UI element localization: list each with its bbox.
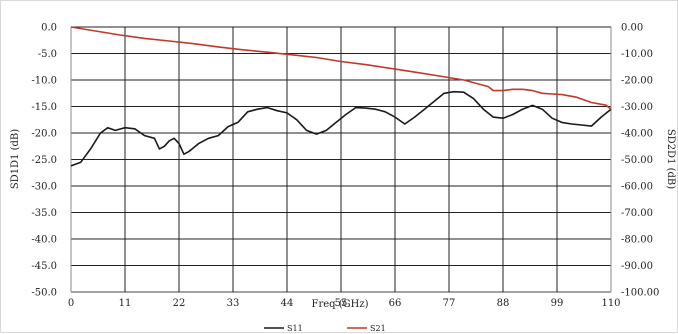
y-right-tick-label: -90.00 xyxy=(621,261,653,272)
series-line-s11 xyxy=(70,90,612,167)
y-left-tick-label: -40.0 xyxy=(31,235,57,246)
x-tick-label: 66 xyxy=(389,298,402,309)
y-right-tick-label: -20.00 xyxy=(621,76,653,87)
legend: S11 S21 xyxy=(264,324,386,333)
y-right-tick-label: -80.00 xyxy=(621,235,653,246)
x-tick-label: 11 xyxy=(119,298,132,309)
y-left-tick-label: -35.0 xyxy=(31,208,57,219)
x-tick-label: 55 xyxy=(335,298,348,309)
y-left-tick-label: -15.0 xyxy=(31,102,57,113)
y-right-tick-label: -30.00 xyxy=(621,102,653,113)
x-tick-label: 110 xyxy=(601,298,620,309)
y-right-tick-label: -40.00 xyxy=(621,129,653,140)
x-axis-title: Freq (GHz) xyxy=(312,299,369,310)
x-tick-label: 99 xyxy=(551,298,564,309)
y-axis-right-title: SD2D1 (dB) xyxy=(665,129,676,189)
legend-label-s21: S21 xyxy=(370,324,386,333)
y-right-tick-label: -60.00 xyxy=(621,182,653,193)
ticks-layer: 0.0 0.00-5.0 -10.00-10.0 -20.00-15.0 -30.00-… xyxy=(31,23,659,310)
y-right-tick-label: -10.00 xyxy=(621,49,653,60)
y-axis-left-title: SD1D1 (dB) xyxy=(10,129,21,189)
y-left-tick-label: -25.0 xyxy=(31,155,57,166)
x-tick-label: 88 xyxy=(497,298,510,309)
y-left-tick-label: -5.0 xyxy=(38,49,57,60)
x-tick-label: 44 xyxy=(281,298,294,309)
x-tick-label: 0 xyxy=(68,298,74,309)
y-right-tick-label: 0.00 xyxy=(621,23,643,34)
series-layer xyxy=(70,26,612,167)
y-right-tick-label: -100.00 xyxy=(621,288,659,299)
y-left-tick-label: -45.0 xyxy=(31,261,57,272)
grid-layer xyxy=(70,26,612,293)
y-left-tick-label: -10.0 xyxy=(31,76,57,87)
y-right-tick-label: -70.00 xyxy=(621,208,653,219)
y-left-tick-label: -20.0 xyxy=(31,129,57,140)
y-left-tick-label: -30.0 xyxy=(31,182,57,193)
legend-label-s11: S11 xyxy=(287,324,303,333)
x-tick-label: 22 xyxy=(173,298,186,309)
x-tick-label: 33 xyxy=(227,298,240,309)
y-left-tick-label: -50.0 xyxy=(31,288,57,299)
x-tick-label: 77 xyxy=(443,298,456,309)
y-left-tick-label: 0.0 xyxy=(41,23,57,34)
y-right-tick-label: -50.00 xyxy=(621,155,653,166)
series-line-s21 xyxy=(70,26,612,110)
